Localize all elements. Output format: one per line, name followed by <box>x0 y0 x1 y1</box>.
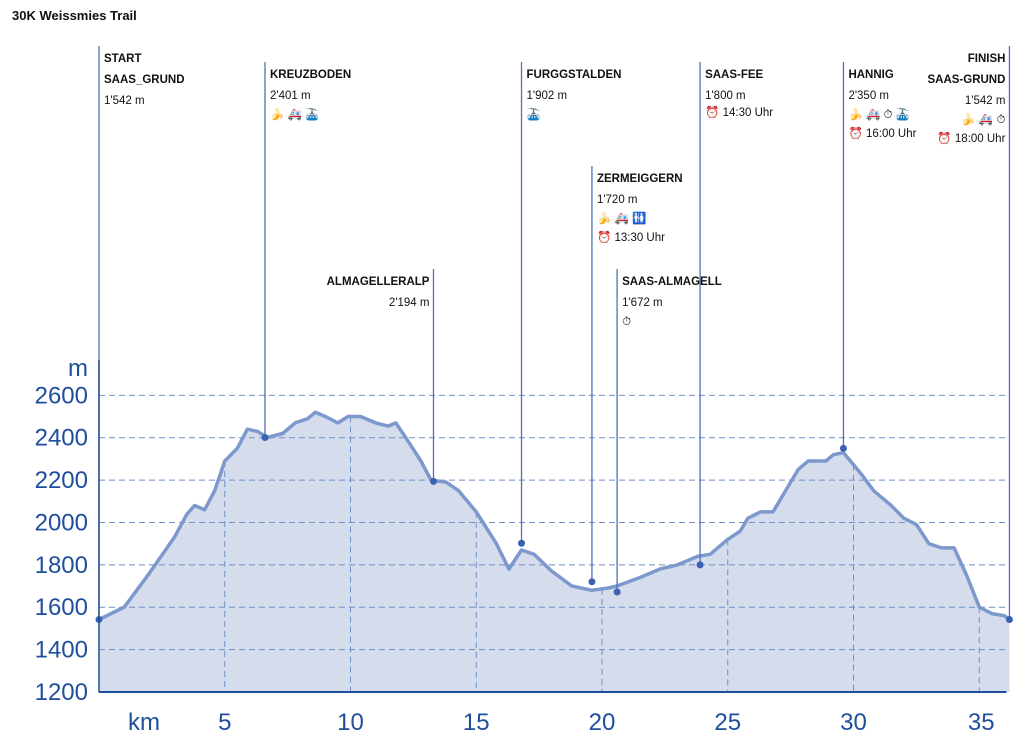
waypoint-marker-saas-fee <box>696 561 704 569</box>
y-tick-label-2200: 2200 <box>35 467 88 494</box>
y-tick-label-2600: 2600 <box>35 382 88 409</box>
profile-line <box>98 410 1011 622</box>
waypoint-marker-hannig <box>839 444 847 452</box>
waypoint-elevation: 1'800 m <box>705 90 746 102</box>
x-tick-label-30: 30 <box>840 709 867 736</box>
waypoint-elevation: 2'350 m <box>848 90 889 102</box>
waypoint-name: ZERMEIGGERN <box>597 173 683 185</box>
x-tick-label-20: 20 <box>589 709 616 736</box>
waypoint-name: SAAS-FEE <box>705 69 763 81</box>
waypoint-elevation: 1'720 m <box>597 194 638 206</box>
waypoint-service-icons: 🚠 <box>527 107 541 121</box>
waypoint-name: SAAS-GRUND <box>927 74 1005 86</box>
waypoint-name: HANNIG <box>848 69 893 81</box>
chart-title: 30K Weissmies Trail <box>12 8 137 23</box>
waypoint-service-icons: 🍌 🚑 🚻 <box>597 211 646 225</box>
waypoint-elevation: 2'401 m <box>270 90 311 102</box>
waypoint-cutoff-time: ⏰ 18:00 Uhr <box>937 131 1005 145</box>
waypoint-service-icons: ⏱ <box>622 316 631 328</box>
waypoint-marker-kreuzboden <box>261 434 269 442</box>
waypoint-cutoff-time: ⏰ 13:30 Uhr <box>597 230 665 244</box>
waypoint-marker-furggstalden <box>518 539 526 547</box>
waypoint-elevation: 1'902 m <box>527 90 568 102</box>
y-tick-label-1200: 1200 <box>35 679 88 706</box>
waypoint-name: ALMAGELLERALP <box>327 276 430 288</box>
waypoint-service-icons: 🍌 🚑 ⏱ 🚠 <box>848 107 910 121</box>
waypoint-cutoff-time: ⏰ 16:00 Uhr <box>848 126 916 140</box>
waypoint-cutoff-time: ⏰ 14:30 Uhr <box>705 105 773 119</box>
x-tick-label-10: 10 <box>337 709 364 736</box>
y-tick-label-1400: 1400 <box>35 637 88 664</box>
waypoint-elevation: 1'672 m <box>622 297 663 309</box>
x-tick-label-15: 15 <box>463 709 490 736</box>
waypoint-name: SAAS_GRUND <box>104 74 185 86</box>
profile-area <box>99 412 1010 692</box>
waypoint-name: SAAS-ALMAGELL <box>622 276 722 288</box>
x-tick-label-5: 5 <box>218 709 231 736</box>
x-tick-label-25: 25 <box>714 709 741 736</box>
y-tick-label-1800: 1800 <box>35 552 88 579</box>
waypoint-service-icons: 🍌 🚑 🚠 <box>270 107 319 121</box>
waypoint-marker-zermeiggern <box>588 578 596 586</box>
waypoint-name: FINISH <box>968 53 1006 65</box>
x-tick-label-35: 35 <box>968 709 995 736</box>
x-axis-unit: km <box>128 709 160 736</box>
waypoint-elevation: 1'542 m <box>965 95 1006 107</box>
waypoint-marker-finish <box>1005 616 1013 624</box>
y-tick-label-1600: 1600 <box>35 594 88 621</box>
waypoint-service-icons: 🍌 🚑 ⏱ <box>961 112 1005 126</box>
waypoint-marker-almagelleralp <box>429 477 437 485</box>
waypoint-marker-saas-almagell <box>613 588 621 596</box>
waypoint-name: KREUZBODEN <box>270 69 351 81</box>
waypoint-name: FURGGSTALDEN <box>527 69 622 81</box>
y-axis-unit: m <box>68 355 88 382</box>
waypoint-elevation: 1'542 m <box>104 95 145 107</box>
y-tick-label-2000: 2000 <box>35 509 88 536</box>
y-tick-label-2400: 2400 <box>35 425 88 452</box>
waypoint-name: START <box>104 53 141 65</box>
waypoint-elevation: 2'194 m <box>389 297 430 309</box>
